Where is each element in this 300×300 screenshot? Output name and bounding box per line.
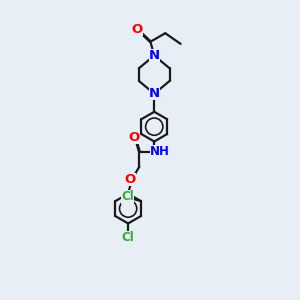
Text: Cl: Cl <box>122 231 134 244</box>
Text: NH: NH <box>150 145 170 158</box>
Text: N: N <box>149 49 160 62</box>
Text: O: O <box>131 23 143 36</box>
Text: O: O <box>124 173 136 186</box>
Text: N: N <box>149 87 160 100</box>
Text: O: O <box>128 131 140 144</box>
Text: Cl: Cl <box>121 190 134 203</box>
